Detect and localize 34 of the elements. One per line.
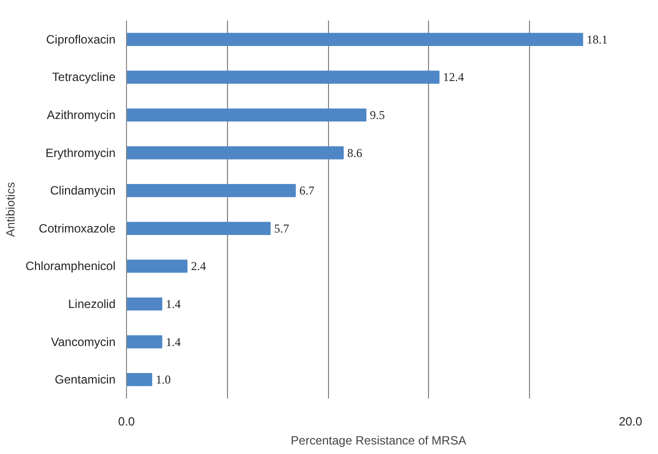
x-tick-label: 0.0: [118, 414, 136, 428]
bar: [126, 108, 366, 122]
bar: [126, 260, 188, 273]
y-tick-label: Azithromycin: [46, 108, 116, 122]
data-label: 6.7: [299, 184, 314, 198]
bar: [126, 184, 296, 198]
data-label: 1.4: [166, 334, 181, 349]
y-tick-label: Vancomycin: [51, 334, 116, 349]
data-label: 2.4: [190, 259, 206, 274]
bar: [126, 222, 271, 235]
x-tick-label: 20.0: [618, 414, 643, 428]
data-label: 5.7: [274, 221, 290, 236]
data-label: 1.0: [156, 372, 171, 387]
y-tick-label: Ciprofloxacin: [46, 32, 116, 46]
bar: [126, 335, 162, 348]
y-tick-label: Cotrimoxazole: [38, 221, 116, 236]
y-tick-label: Chloramphenicol: [25, 259, 116, 274]
bar: [126, 297, 162, 311]
x-axis-title: Percentage Resistance of MRSA: [290, 434, 466, 448]
y-tick-label: Linezolid: [68, 297, 116, 311]
y-tick-label: Gentamicin: [54, 372, 116, 387]
data-label: 18.1: [586, 32, 608, 46]
data-label: 12.4: [442, 70, 464, 84]
y-tick-label: Tetracycline: [52, 70, 116, 84]
bar: [126, 146, 344, 160]
y-tick-label: Erythromycin: [45, 146, 116, 160]
bar: [126, 373, 152, 386]
bar: [126, 32, 584, 46]
bar: [126, 70, 440, 84]
data-label: 1.4: [166, 297, 181, 311]
data-label: 9.5: [370, 108, 385, 122]
y-axis-title: Antibiotics: [3, 182, 18, 237]
data-label: 8.6: [347, 146, 362, 160]
y-tick-label: Clindamycin: [50, 184, 116, 198]
